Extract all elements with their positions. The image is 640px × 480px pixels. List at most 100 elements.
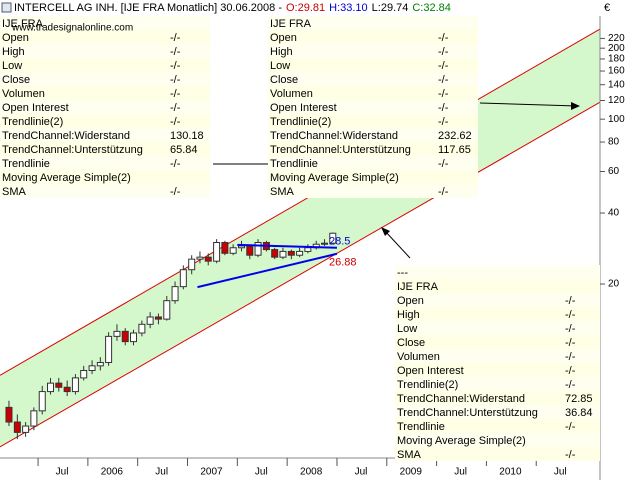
y-tick-label: 40 (608, 208, 620, 219)
candle-body (304, 247, 312, 252)
panel-label: Open Interest (397, 365, 464, 377)
candle-body (96, 361, 104, 367)
panel-row (268, 16, 478, 30)
panel-value: -/- (438, 32, 449, 44)
panel-row (0, 100, 210, 114)
panel-row (268, 58, 478, 72)
panel-row (0, 114, 210, 128)
x-tick-label: 2008 (300, 467, 323, 478)
panel-row (0, 16, 210, 30)
panel-row (268, 86, 478, 100)
candle-body (30, 410, 38, 427)
panel-value: -/- (170, 102, 181, 114)
arrow-line (384, 230, 411, 259)
header-icon (1, 2, 12, 13)
channel-line (0, 101, 601, 448)
panel-value: -/- (170, 32, 181, 44)
candle-body (22, 425, 30, 433)
candle-body (71, 377, 79, 393)
panel-row (395, 349, 600, 363)
candle-body (88, 365, 96, 371)
panel-label: IJE FRA (397, 281, 439, 293)
panel-label: TrendChannel:Unterstützung (397, 407, 538, 419)
panel-label: Trendlinie(2) (397, 379, 458, 391)
panel-row (0, 156, 210, 170)
panel-row (268, 142, 478, 156)
panel-value: -/- (438, 102, 449, 114)
candle-body (221, 242, 229, 254)
panel-row (395, 363, 600, 377)
candle-body (121, 330, 129, 343)
panel-row (0, 170, 210, 184)
panel-label: Open (270, 32, 297, 44)
candle-body (229, 247, 237, 254)
panel-label: Close (2, 74, 30, 86)
panel-row (268, 156, 478, 170)
panel-value: -/- (170, 158, 181, 170)
panel-row (268, 30, 478, 44)
y-tick-label: 60 (608, 166, 620, 177)
candle-body (138, 323, 146, 334)
panel-value: -/- (170, 116, 181, 128)
panel-row (268, 100, 478, 114)
ohlc-label: H:33.10 (329, 2, 368, 14)
info-panel: IJE FRA Open -/- High -/- Low -/- Close -/- Volum… (0, 16, 210, 198)
panel-row (0, 30, 210, 44)
candle-body (179, 269, 187, 288)
panel-row (268, 114, 478, 128)
panel-label: TrendChannel:Widerstand (2, 130, 130, 142)
panel-row (0, 184, 210, 198)
panel-label: TrendChannel:Widerstand (397, 393, 525, 405)
panel-row (395, 265, 600, 279)
panel-label: Open (2, 32, 29, 44)
candle-body (13, 421, 21, 433)
x-tick-label: Jul (255, 467, 268, 478)
currency: € (604, 2, 610, 14)
panel-label: IJE FRA (2, 18, 44, 30)
panel-value: -/- (438, 74, 449, 86)
panel-value: -/- (565, 365, 576, 377)
arrow-head (381, 227, 390, 236)
candle-body (296, 250, 304, 256)
x-tick-label: Jul (554, 467, 567, 478)
panel-row (268, 170, 478, 184)
y-tick-label: 180 (608, 54, 625, 65)
header: INTERCELL AG INH. [IJE FRA Monatlich] 30… (0, 0, 610, 16)
candle-body (146, 316, 154, 325)
candle-body (163, 300, 171, 320)
panel-label: High (397, 309, 420, 321)
panel-label: Open Interest (2, 102, 69, 114)
chart-title: INTERCELL AG INH. [IJE FRA Monatlich] 30… (14, 2, 282, 14)
panel-label: Trendlinie (397, 421, 445, 433)
panel-label: Volumen (397, 351, 440, 363)
arrow-line (479, 102, 578, 107)
panel-row (268, 184, 478, 198)
candle-body (279, 250, 287, 258)
panel-label: Moving Average Simple(2) (2, 172, 131, 184)
panel-value: 72.85 (565, 393, 593, 405)
panel-row (395, 293, 600, 307)
panel-label: Trendlinie (2, 158, 50, 170)
panel-label: Moving Average Simple(2) (270, 172, 399, 184)
candle-body (204, 256, 212, 262)
y-tick-label: 140 (608, 79, 625, 90)
panel-row (395, 335, 600, 349)
panel-value: -/- (170, 88, 181, 100)
panel-row (0, 58, 210, 72)
panel-value: 232.62 (438, 130, 472, 142)
panel-value: -/- (565, 379, 576, 391)
panel-label: TrendChannel:Widerstand (270, 130, 398, 142)
candle-body (213, 242, 221, 262)
y-tick-label: 200 (608, 43, 625, 54)
y-tick-label: 160 (608, 66, 625, 77)
panel-row (395, 419, 600, 433)
info-panel: IJE FRA Open -/- High -/- Low -/- Close -/- Volum… (268, 16, 478, 198)
x-tick-label: 2010 (499, 467, 522, 478)
panel-label: Trendlinie(2) (2, 116, 63, 128)
panel-value: -/- (565, 337, 576, 349)
panel-label: Close (270, 74, 298, 86)
candle-body (154, 316, 162, 320)
panel-label: Volumen (2, 88, 45, 100)
